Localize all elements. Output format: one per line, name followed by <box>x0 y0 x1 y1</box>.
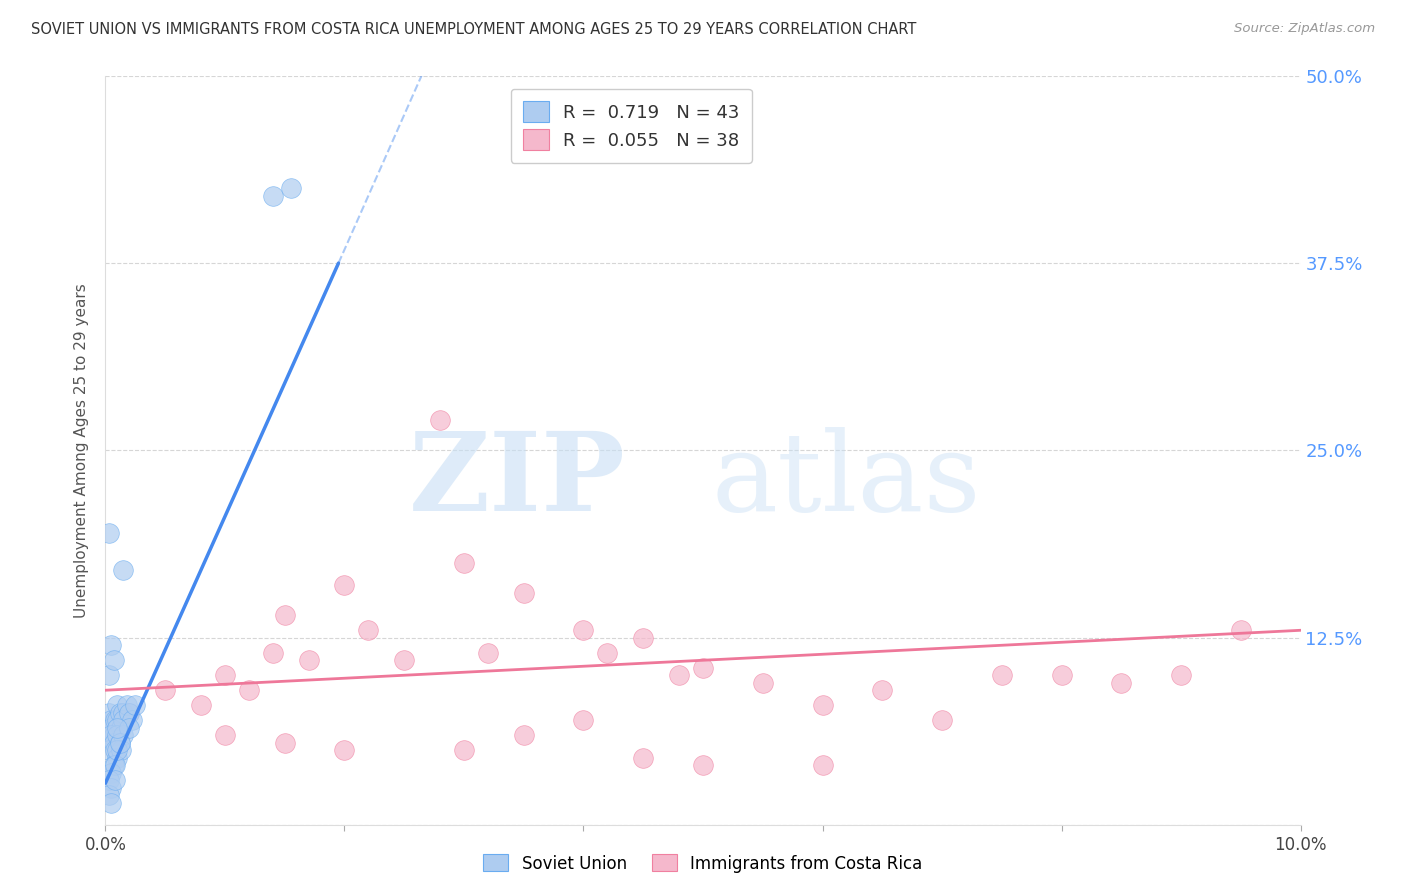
Point <box>98 788 121 802</box>
Point <box>751 675 773 690</box>
Point <box>429 413 451 427</box>
Point <box>214 728 236 742</box>
Point <box>98 773 121 788</box>
Point <box>357 624 380 638</box>
Point <box>112 713 135 727</box>
Point <box>1050 668 1073 682</box>
Point <box>931 713 953 727</box>
Point <box>107 743 129 757</box>
Point <box>273 608 295 623</box>
Point <box>811 698 834 713</box>
Text: ZIP: ZIP <box>409 427 626 534</box>
Point <box>110 721 132 735</box>
Point <box>112 728 135 742</box>
Point <box>811 758 834 772</box>
Point <box>333 578 356 592</box>
Point <box>453 556 475 570</box>
Point <box>872 683 894 698</box>
Point <box>98 743 121 757</box>
Point <box>262 188 284 202</box>
Point <box>1229 624 1253 638</box>
Point <box>596 646 619 660</box>
Point <box>572 713 595 727</box>
Point <box>118 706 141 720</box>
Point <box>262 646 284 660</box>
Point <box>103 736 125 750</box>
Point <box>104 743 127 757</box>
Point <box>100 780 122 795</box>
Point <box>298 653 321 667</box>
Point <box>98 668 121 682</box>
Point <box>108 706 131 720</box>
Legend: Soviet Union, Immigrants from Costa Rica: Soviet Union, Immigrants from Costa Rica <box>477 847 929 880</box>
Point <box>118 706 141 720</box>
Point <box>238 683 260 698</box>
Point <box>453 743 475 757</box>
Legend: R =  0.719   N = 43, R =  0.055   N = 38: R = 0.719 N = 43, R = 0.055 N = 38 <box>510 88 752 163</box>
Text: SOVIET UNION VS IMMIGRANTS FROM COSTA RICA UNEMPLOYMENT AMONG AGES 25 TO 29 YEAR: SOVIET UNION VS IMMIGRANTS FROM COSTA RI… <box>31 22 917 37</box>
Point <box>118 721 141 735</box>
Point <box>103 653 125 667</box>
Point <box>104 713 127 727</box>
Point <box>633 631 655 645</box>
Point <box>280 181 302 195</box>
Point <box>477 646 499 660</box>
Point <box>100 728 122 742</box>
Point <box>98 706 121 720</box>
Point <box>108 736 131 750</box>
Point <box>124 698 146 713</box>
Point <box>990 668 1012 682</box>
Point <box>394 653 416 667</box>
Point <box>513 728 536 742</box>
Text: atlas: atlas <box>711 427 981 534</box>
Point <box>107 698 129 713</box>
Point <box>1170 668 1192 682</box>
Point <box>103 758 125 772</box>
Point <box>513 586 536 600</box>
Point <box>692 661 714 675</box>
Point <box>107 713 129 727</box>
Point <box>273 736 295 750</box>
Point <box>107 728 129 742</box>
Point <box>98 525 121 540</box>
Point <box>115 698 138 713</box>
Y-axis label: Unemployment Among Ages 25 to 29 years: Unemployment Among Ages 25 to 29 years <box>75 283 90 618</box>
Point <box>112 706 135 720</box>
Point <box>107 721 129 735</box>
Point <box>104 773 127 788</box>
Point <box>155 683 177 698</box>
Point <box>190 698 212 713</box>
Point <box>104 758 127 772</box>
Point <box>333 743 356 757</box>
Point <box>633 750 655 764</box>
Point <box>100 796 122 810</box>
Point <box>214 668 236 682</box>
Point <box>100 713 122 727</box>
Point <box>110 743 132 757</box>
Point <box>107 750 129 764</box>
Point <box>103 728 125 742</box>
Point <box>100 638 122 652</box>
Text: Source: ZipAtlas.com: Source: ZipAtlas.com <box>1234 22 1375 36</box>
Point <box>108 736 131 750</box>
Point <box>572 624 595 638</box>
Point <box>121 713 143 727</box>
Point <box>100 721 122 735</box>
Point <box>668 668 690 682</box>
Point <box>112 563 135 577</box>
Point <box>692 758 714 772</box>
Point <box>100 765 122 780</box>
Point <box>1111 675 1133 690</box>
